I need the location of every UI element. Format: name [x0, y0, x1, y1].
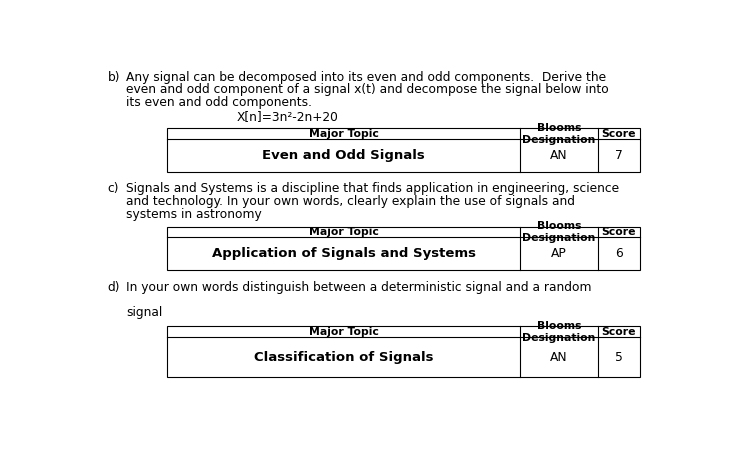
Text: Classification of Signals: Classification of Signals — [254, 351, 434, 364]
Text: and technology. In your own words, clearly explain the use of signals and: and technology. In your own words, clear… — [126, 195, 575, 208]
Text: Blooms
Designation: Blooms Designation — [522, 221, 596, 243]
Text: Blooms
Designation: Blooms Designation — [522, 320, 596, 343]
Text: Major Topic: Major Topic — [309, 227, 379, 237]
Text: b): b) — [108, 71, 120, 84]
Text: Application of Signals and Systems: Application of Signals and Systems — [211, 247, 476, 260]
Text: Score: Score — [602, 129, 636, 139]
Text: Any signal can be decomposed into its even and odd components.  Derive the: Any signal can be decomposed into its ev… — [126, 71, 607, 84]
Bar — [167, 227, 640, 270]
Text: d): d) — [108, 281, 120, 293]
Text: Signals and Systems is a discipline that finds application in engineering, scien: Signals and Systems is a discipline that… — [126, 182, 620, 195]
Text: Even and Odd Signals: Even and Odd Signals — [262, 149, 425, 162]
Bar — [167, 128, 640, 172]
Text: 5: 5 — [615, 351, 622, 364]
Text: Major Topic: Major Topic — [309, 327, 379, 337]
Text: systems in astronomy: systems in astronomy — [126, 208, 262, 221]
Text: 7: 7 — [615, 149, 622, 162]
Text: 6: 6 — [615, 247, 622, 260]
Text: X[n]=3n²-2n+20: X[n]=3n²-2n+20 — [237, 110, 339, 123]
Text: c): c) — [108, 182, 119, 195]
Text: AN: AN — [550, 149, 568, 162]
Text: Major Topic: Major Topic — [309, 129, 379, 139]
Bar — [167, 327, 640, 377]
Text: Score: Score — [602, 227, 636, 237]
Text: Score: Score — [602, 327, 636, 337]
Text: even and odd component of a signal x(t) and decompose the signal below into: even and odd component of a signal x(t) … — [126, 83, 609, 96]
Text: signal: signal — [126, 306, 163, 319]
Text: In your own words distinguish between a deterministic signal and a random: In your own words distinguish between a … — [126, 281, 592, 293]
Text: AP: AP — [550, 247, 567, 260]
Text: AN: AN — [550, 351, 568, 364]
Text: its even and odd components.: its even and odd components. — [126, 96, 312, 109]
Text: Blooms
Designation: Blooms Designation — [522, 123, 596, 145]
